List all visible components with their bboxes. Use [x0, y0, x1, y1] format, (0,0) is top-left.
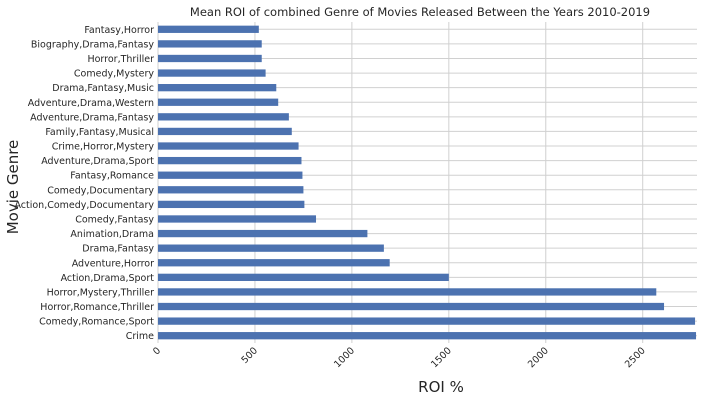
bar — [158, 69, 266, 77]
bar — [158, 127, 292, 136]
y-axis-label: Movie Genre — [4, 140, 22, 235]
bar — [158, 54, 262, 63]
bar — [158, 25, 259, 33]
bar — [158, 229, 368, 238]
x-tick-labels: 0 500 1000 1500 2000 2500 — [151, 345, 648, 370]
category-label: Animation,Drama — [70, 229, 154, 240]
bar — [158, 259, 390, 267]
x-tick-label: 1000 — [332, 345, 357, 370]
category-label: Adventure,Drama,Western — [28, 98, 154, 109]
bar — [158, 332, 697, 340]
category-label: Biography,Drama,Fantasy — [31, 39, 154, 50]
category-label: Comedy,Mystery — [74, 69, 154, 80]
bar — [158, 288, 657, 296]
category-label: Horror,Thriller — [87, 54, 154, 65]
bar — [158, 302, 665, 311]
bar — [158, 98, 279, 106]
category-label: Comedy,Romance,Sport — [39, 317, 154, 328]
bar — [158, 244, 384, 252]
bar — [158, 215, 317, 223]
category-label: Crime — [126, 331, 154, 342]
bar — [158, 113, 289, 121]
category-label: Horror,Romance,Thriller — [40, 302, 154, 313]
category-label: Drama,Fantasy — [82, 244, 154, 255]
bar — [158, 186, 304, 194]
category-label: Crime,Horror,Mystery — [52, 142, 155, 153]
category-label: Action,Comedy,Documentary — [14, 200, 154, 211]
x-tick-label: 500 — [239, 345, 260, 366]
category-label: Fantasy,Romance — [70, 171, 154, 182]
bar — [158, 171, 303, 179]
category-label: Adventure,Drama,Fantasy — [30, 112, 154, 123]
category-label: Comedy,Documentary — [47, 185, 154, 196]
chart-title: Mean ROI of combined Genre of Movies Rel… — [190, 5, 650, 19]
category-label: Action,Drama,Sport — [61, 273, 155, 284]
category-label: Horror,Mystery,Thriller — [47, 287, 155, 298]
bar — [158, 317, 696, 325]
x-tick-label: 2000 — [526, 345, 551, 370]
bar — [158, 156, 302, 165]
category-label: Family,Fantasy,Musical — [45, 127, 154, 138]
category-labels: Crime Comedy,Romance,Sport Horror,Romance,… — [14, 25, 154, 342]
x-tick-label: 1500 — [429, 345, 454, 370]
category-label: Fantasy,Horror — [84, 25, 154, 36]
bar — [158, 40, 262, 48]
bar — [158, 200, 305, 209]
x-tick-label: 2500 — [623, 345, 648, 370]
category-label: Drama,Fantasy,Music — [52, 83, 154, 94]
x-tick-label: 0 — [151, 345, 163, 357]
x-axis-label: ROI % — [418, 378, 464, 396]
bar — [158, 142, 299, 150]
bars — [158, 25, 697, 340]
bar — [158, 273, 449, 281]
bar — [158, 84, 277, 92]
category-label: Adventure,Drama,Sport — [41, 156, 154, 167]
category-label: Comedy,Fantasy — [75, 214, 154, 225]
category-label: Adventure,Horror — [72, 258, 154, 269]
